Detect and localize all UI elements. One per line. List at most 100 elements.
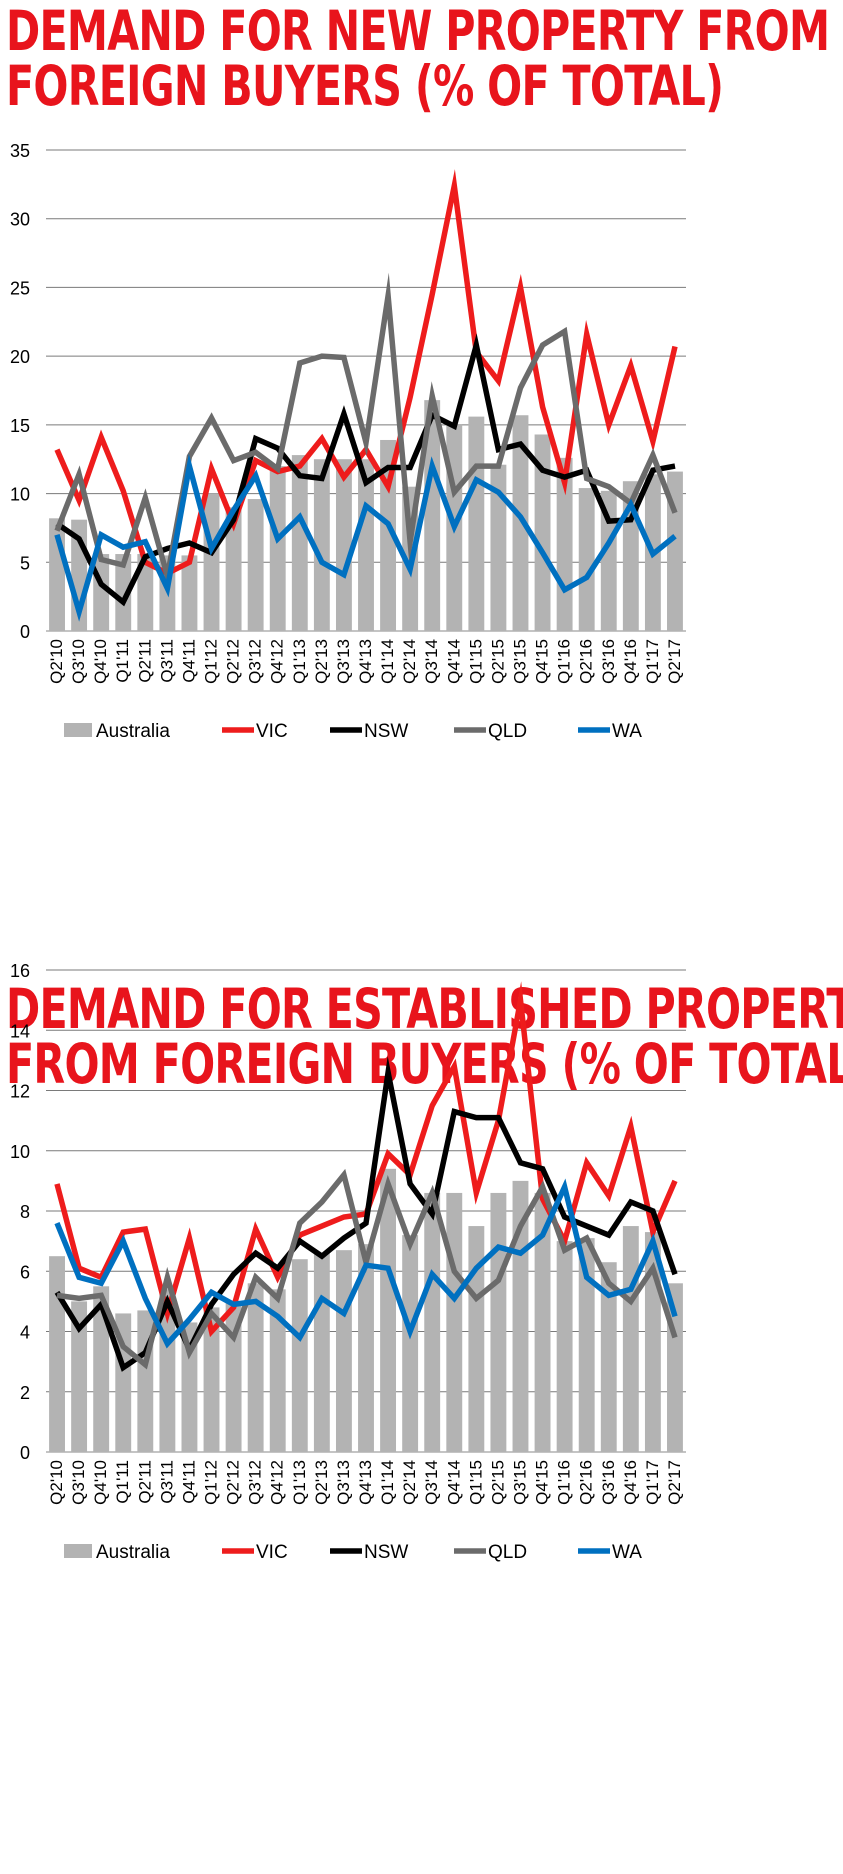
bar-australia	[358, 459, 374, 631]
bar-australia	[578, 488, 595, 631]
bar-australia	[313, 459, 330, 631]
x-tick-label: Q3'11	[157, 639, 176, 683]
x-tick-label: Q2'15	[488, 639, 507, 684]
x-tick-label: Q3'15	[510, 1460, 529, 1505]
chart-title-line-1: DEMAND FOR ESTABLISHED PROPERTY	[6, 977, 843, 1041]
bar-australia	[137, 554, 154, 631]
y-tick-label: 2	[20, 1383, 30, 1403]
y-tick-label: 20	[10, 347, 30, 367]
x-tick-label: Q4'13	[356, 1460, 375, 1505]
x-tick-label: Q2'15	[488, 1460, 507, 1505]
chart-title-line-2: FOREIGN BUYERS (% OF TOTAL)	[6, 54, 724, 118]
x-tick-label: Q3'12	[246, 639, 265, 684]
x-tick-label: Q2'10	[47, 1460, 66, 1505]
x-tick-label: Q3'13	[334, 639, 353, 684]
x-tick-label: Q1'17	[643, 639, 662, 684]
x-tick-label: Q1'11	[113, 1460, 132, 1504]
x-tick-label: Q2'14	[400, 1460, 419, 1505]
y-tick-label: 8	[20, 1202, 30, 1222]
legend: Australia VIC NSW QLD WA	[64, 721, 642, 742]
x-tick-label: Q4'13	[356, 639, 375, 684]
x-tick-label: Q1'12	[202, 639, 221, 684]
bar-australia	[181, 1322, 198, 1452]
x-tick-label: Q3'16	[599, 639, 618, 684]
bar-australia	[534, 434, 551, 631]
bar-australia	[225, 507, 242, 631]
legend-label-qld: QLD	[488, 721, 527, 742]
x-tick-label: Q2'12	[224, 1460, 243, 1505]
legend-label-vic: VIC	[256, 1542, 288, 1563]
bar-australia	[115, 554, 132, 631]
legend-label-wa: WA	[612, 721, 642, 742]
x-tick-label: Q4'12	[268, 639, 287, 684]
legend-label-vic: VIC	[256, 721, 288, 742]
y-tick-label: 25	[10, 278, 30, 298]
bar-australia	[291, 1259, 308, 1452]
bar-australia	[247, 499, 264, 631]
y-tick-label: 14	[10, 1021, 30, 1041]
x-tick-label: Q3'14	[422, 639, 441, 684]
x-tick-label: Q1'13	[290, 639, 309, 684]
y-tick-label: 4	[20, 1323, 30, 1343]
x-tick-label: Q3'10	[69, 639, 88, 684]
bar-australia	[468, 1226, 485, 1452]
x-tick-label: Q3'13	[334, 1460, 353, 1505]
bar-australia	[512, 415, 529, 631]
y-tick-label: 0	[20, 1443, 30, 1463]
x-tick-label: Q2'16	[577, 639, 596, 684]
y-tick-label: 12	[10, 1082, 30, 1102]
bar-australia	[203, 1307, 220, 1452]
x-tick-label: Q1'14	[378, 1460, 397, 1505]
x-tick-label: Q1'14	[378, 639, 397, 684]
bar-australia	[269, 466, 286, 631]
x-tick-label: Q4'10	[91, 1460, 110, 1505]
y-tick-label: 30	[10, 210, 30, 230]
chart-title: DEMAND FOR ESTABLISHED PROPERTY FROM FOR…	[6, 982, 843, 1092]
x-tick-label: Q1'15	[466, 639, 485, 684]
legend-label-wa: WA	[612, 1542, 642, 1563]
bar-australia	[600, 490, 617, 631]
x-tick-label: Q3'15	[510, 639, 529, 684]
bar-australia	[380, 1168, 397, 1452]
legend-label-australia: Australia	[96, 1542, 170, 1563]
x-tick-label: Q1'13	[290, 1460, 309, 1505]
x-tick-label: Q2'10	[47, 639, 66, 684]
x-tick-label: Q1'15	[466, 1460, 485, 1505]
x-tick-label: Q4'16	[621, 639, 640, 684]
x-tick-label: Q2'12	[224, 639, 243, 684]
bar-australia	[490, 464, 507, 631]
x-tick-label: Q3'12	[246, 1460, 265, 1505]
x-tick-label: Q4'14	[444, 1460, 463, 1505]
y-tick-label: 6	[20, 1262, 30, 1282]
legend: Australia VIC NSW QLD WA	[64, 1542, 642, 1563]
chart-title-line-1: DEMAND FOR NEW PROPERTY FROM	[6, 0, 830, 63]
x-tick-label: Q4'16	[621, 1460, 640, 1505]
bar-australia	[225, 1301, 242, 1452]
bar-australia	[203, 493, 220, 631]
x-tick-label: Q3'11	[157, 1460, 176, 1504]
bar-australia	[556, 1241, 573, 1452]
series-line-qld	[56, 1168, 678, 1370]
series-line-wa	[54, 1178, 678, 1349]
bar-australia	[446, 1192, 463, 1452]
y-tick-label: 16	[10, 961, 30, 981]
y-tick-label: 15	[10, 416, 30, 436]
bar-australia	[534, 1192, 551, 1452]
legend-label-qld: QLD	[488, 1542, 527, 1563]
bar-australia	[335, 1250, 352, 1452]
bar-australia	[600, 1262, 617, 1452]
y-tick-label: 5	[20, 553, 30, 573]
x-tick-label: Q1'12	[202, 1460, 221, 1505]
x-tick-label: Q2'11	[135, 639, 154, 683]
y-tick-label: 0	[20, 622, 30, 642]
chart-title: DEMAND FOR NEW PROPERTY FROM FOREIGN BUY…	[6, 0, 830, 118]
bar-australia	[313, 1253, 330, 1452]
legend-label-nsw: NSW	[364, 721, 408, 742]
bar-australia	[335, 459, 352, 631]
x-tick-label: Q4'15	[533, 639, 552, 684]
legend-swatch-australia	[64, 723, 92, 737]
x-tick-label: Q1'16	[555, 1460, 574, 1505]
